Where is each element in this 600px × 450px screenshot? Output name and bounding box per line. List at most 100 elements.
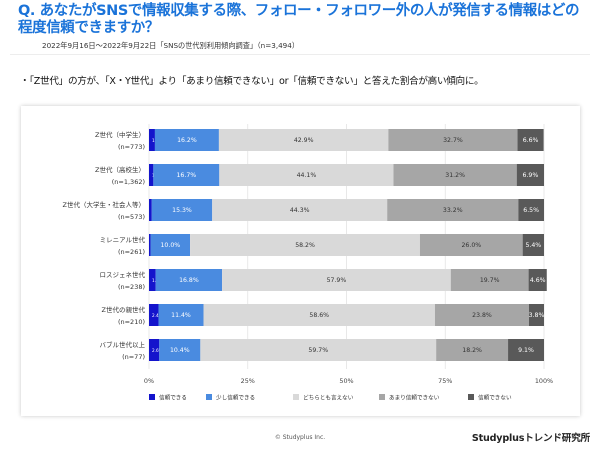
survey-meta: 2022年9月16日～2022年9月22日「SNSの世代別利用傾向調査」（n=3… [42, 41, 300, 50]
data-label: 6.5% [523, 207, 539, 214]
category-n-label: (n=210) [118, 318, 145, 326]
category-n-label: (n=238) [118, 283, 145, 291]
data-label: 6.9% [523, 172, 539, 179]
data-label: 4.6% [530, 277, 546, 284]
legend-label: どちらとも言えない [303, 394, 354, 402]
category-label: Z世代（中学生） [95, 130, 145, 139]
bar-segment [450, 269, 529, 291]
data-label: 19.7% [480, 277, 500, 284]
bar-segment [436, 339, 509, 361]
bar-segment [393, 164, 517, 186]
data-label: 11.4% [171, 312, 191, 319]
category-label: バブル世代以上 [100, 340, 146, 349]
bar-segment [149, 199, 152, 221]
bar-segment [149, 129, 155, 151]
x-tick-label: 50% [339, 377, 353, 385]
data-label: 44.1% [297, 172, 317, 179]
bar-segment [159, 339, 201, 361]
data-label: 32.7% [443, 137, 463, 144]
divider [10, 54, 590, 55]
legend-swatch [468, 394, 474, 400]
data-label: 2.6% [152, 348, 163, 353]
bar-segment [212, 199, 388, 221]
legend-label: 信頼できる [159, 394, 187, 402]
data-label: 59.7% [308, 347, 328, 354]
data-label: 26.0% [461, 242, 481, 249]
bar-segment [522, 234, 544, 256]
legend-swatch [379, 394, 385, 400]
x-tick-label: 25% [241, 377, 255, 385]
bar-segment [151, 199, 213, 221]
bar-segment [518, 199, 544, 221]
category-n-label: (n=573) [118, 213, 145, 221]
legend-swatch [149, 394, 155, 400]
bar-segment [149, 304, 159, 326]
bar-segment [387, 199, 519, 221]
bar-segment [517, 129, 544, 151]
bar-segment [203, 304, 435, 326]
bar-segment [434, 304, 529, 326]
data-label: 2.4% [152, 313, 163, 318]
question-title: Q. あなたがSNSで情報収集する際、フォロー・フォロワー外の人が発信する情報は… [18, 3, 580, 36]
data-label: 16.8% [179, 277, 199, 284]
category-n-label: (n=1,362) [112, 178, 145, 186]
bar-segment [516, 164, 544, 186]
stacked-bar-chart: Z世代（中学生） (n=773) Z世代（高校生） (n=1,362) Z世代（大学生・… [63, 124, 553, 402]
bar-segment [154, 129, 219, 151]
category-n-label: (n=773) [118, 143, 145, 151]
bar-segment [419, 234, 523, 256]
data-label: 31.2% [445, 172, 465, 179]
bar-segment [149, 164, 154, 186]
data-label: 15.3% [172, 207, 192, 214]
bar-segment [190, 234, 420, 256]
category-n-label: (n=77) [122, 353, 145, 361]
category-label: Z世代の親世代 [102, 305, 146, 314]
data-label: 18.2% [462, 347, 482, 354]
data-label: 5.4% [525, 242, 541, 249]
bar-segment [153, 164, 220, 186]
data-label: 33.2% [443, 207, 463, 214]
category-n-label: (n=261) [118, 248, 145, 256]
category-labels: Z世代（中学生） (n=773) Z世代（高校生） (n=1,362) Z世代（大学生・… [63, 130, 146, 361]
bars: 1.5%16.2%42.9%32.7%6.6%1.1%16.7%44.1%31.… [149, 129, 547, 361]
key-finding: ・「Z世代」の方が、「X・Y世代」より「あまり信頼できない」or「信頼できない」… [20, 76, 484, 87]
bar-segment [149, 339, 160, 361]
data-label: 6.6% [523, 137, 539, 144]
legend: 信頼できる 少し信頼できる どちらとも言えない あまり信頼できない 信頼できない [149, 394, 512, 402]
category-label: Z世代（高校生） [95, 165, 145, 174]
data-label: 42.9% [294, 137, 314, 144]
x-tick-label: 75% [438, 377, 452, 385]
data-label: 10.4% [170, 347, 190, 354]
bar-segment [149, 269, 156, 291]
data-label: 9.1% [518, 347, 534, 354]
legend-label: あまり信頼できない [389, 394, 440, 402]
bar-segment [218, 129, 389, 151]
legend-swatch [293, 394, 299, 400]
data-label: 23.8% [472, 312, 492, 319]
data-label: 58.6% [309, 312, 329, 319]
bar-segment [155, 269, 223, 291]
category-label: ミレニアル世代 [100, 235, 146, 244]
x-tick-label: 0% [144, 377, 154, 385]
x-axis: 0% 25% 50% 75% 100% [144, 377, 553, 385]
x-tick-label: 100% [535, 377, 553, 385]
data-label: 57.9% [327, 277, 347, 284]
bar-segment [150, 234, 191, 256]
legend-swatch [206, 394, 212, 400]
category-label: ロスジェネ世代 [100, 270, 146, 279]
bar-segment [149, 234, 151, 256]
bar-segment [158, 304, 204, 326]
data-label: 44.3% [290, 207, 310, 214]
bar-segment [219, 164, 394, 186]
legend-label: 信頼できない [478, 394, 512, 402]
bar-segment [508, 339, 544, 361]
legend-label: 少し信頼できる [216, 394, 255, 402]
category-label: Z世代（大学生・社会人等） [63, 200, 145, 209]
bar-segment [528, 304, 544, 326]
bar-segment [388, 129, 518, 151]
bar-segment [528, 269, 547, 291]
chart-card: Z世代（中学生） (n=773) Z世代（高校生） (n=1,362) Z世代（大学生・… [21, 106, 580, 416]
copyright: © Studyplus Inc. [274, 434, 326, 441]
data-label: 58.2% [295, 242, 315, 249]
data-label: 16.7% [176, 172, 196, 179]
